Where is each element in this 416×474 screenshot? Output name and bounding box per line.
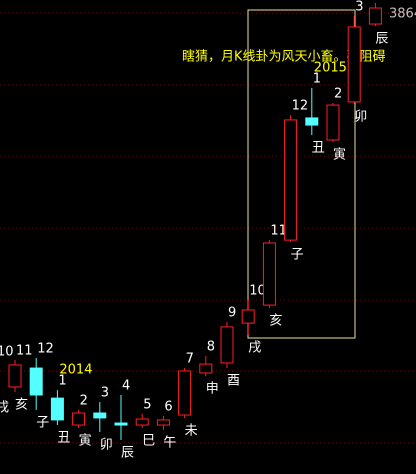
candle-body [347,26,361,103]
branch-label: 酉 [227,374,240,389]
period-label: 11 [16,344,33,359]
branch-label: 申 [206,382,219,397]
candle-body [178,370,192,416]
period-label: 10 [0,345,14,360]
candle-body [241,309,255,324]
branch-label: 丑 [312,141,325,156]
candle-body [114,422,128,426]
branch-label: 辰 [121,445,134,460]
period-label: 9 [228,306,236,321]
year-label: 2014 [59,363,92,378]
candle-body [93,412,107,419]
period-label: 12 [292,99,309,114]
period-label: 2 [80,393,88,408]
branch-label: 寅 [79,432,92,448]
period-label: 3 [355,0,363,15]
candle-body [156,419,170,426]
period-label: 1 [58,374,66,389]
period-label: 6 [164,399,172,414]
branch-label: 丑 [57,431,70,446]
period-label: 12 [37,342,54,357]
period-label: 5 [143,397,151,412]
candle-body [305,117,319,126]
candle-body [8,364,22,388]
branch-label: 未 [185,423,198,438]
candle-body [262,242,276,306]
candle-body [72,412,86,426]
candle-body [284,119,298,241]
period-label: 1 [313,71,321,86]
period-label: 2 [334,87,342,102]
period-label: 4 [122,379,130,394]
period-label: 4 [376,0,384,1]
branch-label: 子 [36,415,49,430]
branch-label: 巳 [142,433,155,448]
branch-label: 戌 [248,340,261,355]
branch-label: 子 [291,247,304,262]
candle-body [326,104,340,141]
branch-label: 戌 [0,401,9,416]
branch-label: 辰 [375,32,388,47]
candle-body [29,367,43,396]
candle-body [50,397,64,421]
branch-label: 亥 [15,398,28,413]
period-label: 10 [249,283,266,298]
candle-body [199,363,213,374]
period-label: 7 [186,352,194,367]
period-label: 8 [207,340,215,355]
candle-body [220,326,234,364]
period-label: 3 [101,386,109,401]
branch-label: 卯 [354,109,367,124]
branch-label: 亥 [269,313,282,328]
candle-body [368,7,382,25]
branch-label: 卯 [100,437,113,452]
candle-body [135,418,149,426]
branch-label: 午 [163,435,176,450]
price-label: 3864 [389,7,416,22]
branch-label: 寅 [333,146,346,162]
year-label: 2015 [314,60,347,75]
period-label: 11 [270,224,287,239]
annotation: 瞎猜，月K线卦为风天小畜。要阻碍 [182,49,386,65]
highlight-box [247,9,356,339]
